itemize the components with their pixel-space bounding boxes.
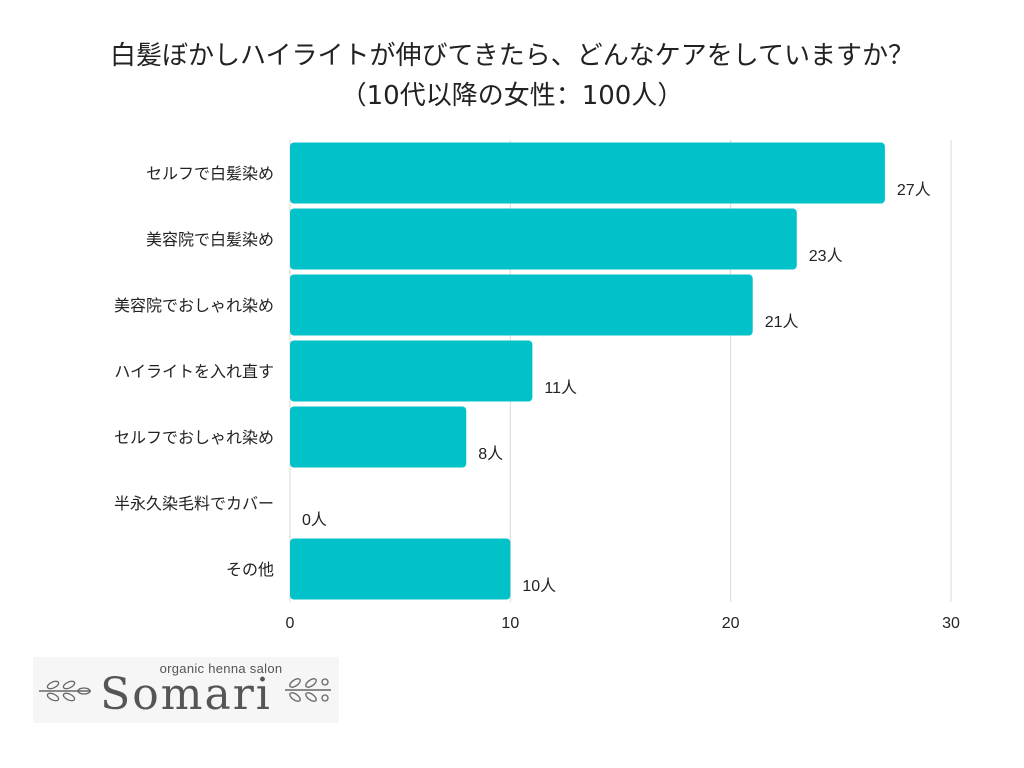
category-label: ハイライトを入れ直す — [114, 362, 274, 381]
bar — [290, 406, 467, 468]
value-label: 27人 — [897, 181, 931, 199]
category-label: セルフで白髪染め — [146, 164, 274, 183]
chart-title: 白髪ぼかしハイライトが伸びてきたら、どんなケアをしていますか？ （10代以降の女… — [0, 36, 1024, 116]
value-label: 10人 — [522, 577, 556, 595]
x-tick-label: 10 — [501, 615, 519, 632]
category-label: 美容院でおしゃれ染め — [114, 296, 274, 315]
category-label: セルフでおしゃれ染め — [114, 428, 274, 447]
bar — [290, 538, 511, 600]
logo-subtitle: organic henna salon — [159, 661, 283, 676]
bar — [290, 340, 533, 402]
value-label: 21人 — [765, 313, 799, 331]
chart-title-line1: 白髪ぼかしハイライトが伸びてきたら、どんなケアをしていますか？ — [110, 41, 914, 71]
leaf-branch-icon — [285, 678, 331, 702]
category-label: その他 — [226, 560, 274, 579]
logo-name: Somari — [100, 669, 272, 720]
category-label: 半永久染毛料でカバー — [114, 494, 274, 513]
x-tick-label: 30 — [942, 615, 960, 632]
value-label: 11人 — [544, 379, 577, 397]
value-label: 0人 — [302, 511, 327, 529]
value-label: 8人 — [478, 445, 503, 463]
leaf-branch-icon — [38, 680, 91, 702]
x-tick-label: 20 — [722, 615, 740, 632]
chart-title-line2: （10代以降の女性：100人） — [340, 81, 684, 111]
bar — [290, 274, 753, 336]
value-label: 23人 — [809, 247, 843, 265]
bar — [290, 208, 797, 270]
x-tick-label: 0 — [286, 615, 295, 632]
somari-logo: organic henna salon Somari — [33, 657, 339, 723]
category-label: 美容院で白髪染め — [146, 230, 274, 249]
bar — [290, 142, 885, 204]
